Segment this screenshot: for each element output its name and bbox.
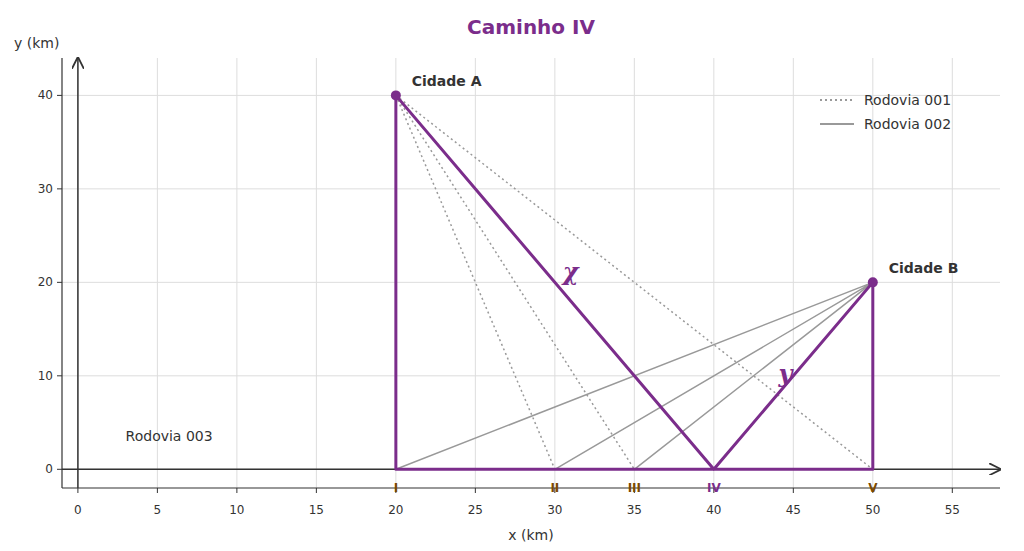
tick-label: 30 bbox=[38, 182, 53, 196]
annotation: Cidade B bbox=[889, 260, 959, 276]
tick-label: 40 bbox=[706, 503, 721, 517]
tick-label: 0 bbox=[45, 462, 53, 476]
road-line bbox=[396, 95, 873, 469]
grid-line bbox=[62, 282, 1000, 283]
grid bbox=[62, 58, 1000, 488]
legend-entry: Rodovia 001 bbox=[864, 92, 951, 108]
grid-line bbox=[554, 58, 555, 488]
point bbox=[391, 90, 401, 100]
point-label: III bbox=[628, 481, 641, 495]
x-axis-line bbox=[62, 487, 1000, 488]
tick-mark bbox=[57, 188, 62, 189]
legend-swatch bbox=[820, 99, 854, 101]
tick-label: 10 bbox=[38, 369, 53, 383]
tick-label: 25 bbox=[468, 503, 483, 517]
grid-line bbox=[475, 58, 476, 488]
y-zero-arrow bbox=[77, 58, 79, 488]
tick-mark bbox=[57, 282, 62, 283]
tick-mark bbox=[475, 488, 476, 493]
tick-label: 5 bbox=[154, 503, 162, 517]
grid-line bbox=[62, 188, 1000, 189]
tick-label: 10 bbox=[229, 503, 244, 517]
annotation: Rodovia 003 bbox=[126, 428, 213, 444]
plot-area bbox=[391, 90, 878, 469]
tick-mark bbox=[77, 488, 78, 493]
tick-label: 20 bbox=[38, 275, 53, 289]
annotation: Cidade A bbox=[412, 73, 482, 89]
point-label: I bbox=[394, 481, 398, 495]
tick-mark bbox=[236, 488, 237, 493]
point bbox=[868, 277, 878, 287]
tick-mark bbox=[316, 488, 317, 493]
tick-label: 40 bbox=[38, 88, 53, 102]
tick-label: 35 bbox=[627, 503, 642, 517]
tick-label: 20 bbox=[388, 503, 403, 517]
title: Caminho IV bbox=[467, 15, 595, 39]
grid-line bbox=[62, 95, 1000, 96]
tick-mark bbox=[57, 95, 62, 96]
path-label: y bbox=[777, 359, 794, 388]
legend: Rodovia 001 Rodovia 002 bbox=[820, 92, 951, 132]
tick-mark bbox=[57, 469, 62, 470]
point-label: II bbox=[550, 481, 559, 495]
grid-line bbox=[77, 58, 78, 488]
tick-label: 45 bbox=[786, 503, 801, 517]
tick-mark bbox=[793, 488, 794, 493]
grid-line bbox=[713, 58, 714, 488]
grid-line bbox=[316, 58, 317, 488]
path-label: χ bbox=[561, 257, 580, 286]
tick-label: 0 bbox=[74, 503, 82, 517]
x-axis-label: x (km) bbox=[508, 527, 553, 543]
y-axis-label: y (km) bbox=[14, 35, 59, 51]
point-label: V bbox=[868, 481, 878, 495]
y-axis-line bbox=[61, 58, 62, 488]
tick-mark bbox=[157, 488, 158, 493]
background bbox=[0, 0, 1024, 551]
legend-entry: Rodovia 002 bbox=[864, 116, 951, 132]
chart: 0510152025303540455055010203040IIIIIIIVV… bbox=[0, 0, 1024, 551]
tick-label: 55 bbox=[945, 503, 960, 517]
grid-line bbox=[793, 58, 794, 488]
grid-line bbox=[62, 375, 1000, 376]
path-line bbox=[396, 95, 873, 469]
point-label: IV bbox=[707, 481, 721, 495]
tick-label: 30 bbox=[547, 503, 562, 517]
tick-label: 50 bbox=[865, 503, 880, 517]
tick-mark bbox=[952, 488, 953, 493]
tick-label: 15 bbox=[309, 503, 324, 517]
legend-swatch bbox=[820, 123, 854, 125]
grid-line bbox=[236, 58, 237, 488]
tick-mark bbox=[57, 375, 62, 376]
grid-line bbox=[157, 58, 158, 488]
